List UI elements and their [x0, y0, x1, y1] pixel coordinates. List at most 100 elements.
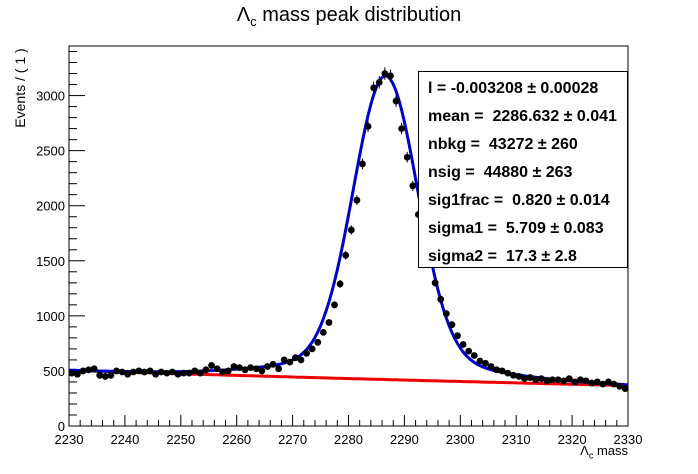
data-point [375, 78, 383, 86]
x-tick-label: 2230 [55, 432, 84, 447]
data-point [599, 380, 607, 388]
data-point [219, 368, 227, 376]
x-tick-label: 2260 [222, 432, 251, 447]
data-point [482, 359, 489, 367]
data-point [398, 125, 406, 133]
data-point [73, 370, 81, 378]
stat-nbkg: nbkg = 43272 ± 260 [428, 136, 578, 153]
data-point [152, 370, 160, 378]
data-point [593, 378, 601, 386]
x-tick-label: 2240 [110, 432, 139, 447]
y-tick-label: 0 [58, 419, 65, 434]
data-point [347, 226, 355, 234]
data-point [521, 375, 528, 383]
data-point [577, 376, 584, 384]
y-tick-label: 500 [43, 364, 65, 379]
data-points-group [68, 67, 629, 392]
y-axis-label: Events / ( 1 ) [12, 48, 28, 128]
data-point [258, 367, 266, 375]
data-point [560, 377, 568, 385]
stat-sigma1: sigma1 = 5.709 ± 0.083 [428, 220, 604, 237]
data-point [124, 370, 132, 378]
data-point [336, 280, 344, 288]
data-point [510, 371, 517, 379]
data-point [571, 378, 579, 386]
data-point [582, 377, 590, 385]
data-point [403, 153, 411, 161]
data-point [157, 368, 165, 376]
data-point [191, 367, 199, 375]
x-tick-label: 2310 [502, 432, 531, 447]
data-point [90, 365, 98, 373]
data-point [359, 160, 366, 168]
data-point [96, 371, 104, 379]
data-point [532, 376, 540, 384]
data-point [208, 362, 215, 369]
data-point [308, 345, 316, 353]
stat-nsig: nsig = 44880 ± 263 [428, 164, 573, 181]
chart-title: Λc mass peak distribution [236, 4, 462, 29]
data-point [515, 373, 523, 380]
x-tick-label: 2320 [558, 432, 587, 447]
data-point [504, 369, 512, 377]
data-point [454, 332, 461, 340]
data-point [196, 369, 204, 377]
data-point [213, 365, 221, 373]
data-point [224, 367, 232, 375]
data-point [297, 356, 305, 364]
data-point [314, 338, 322, 346]
data-point [498, 367, 506, 375]
data-point [543, 377, 551, 385]
data-point [610, 380, 618, 388]
x-tick-label: 2300 [446, 432, 475, 447]
data-point [493, 366, 501, 374]
data-point [442, 310, 450, 318]
data-point [236, 364, 243, 372]
data-point [280, 356, 288, 364]
data-point [409, 182, 417, 190]
data-point [487, 363, 495, 370]
data-point [342, 251, 350, 259]
data-point [465, 347, 473, 355]
data-point [325, 319, 333, 326]
data-point [537, 375, 545, 383]
data-point [621, 385, 629, 392]
data-point [459, 341, 467, 348]
x-tick-label: 2330 [614, 432, 643, 447]
data-point [588, 379, 596, 387]
data-point [202, 366, 210, 374]
data-point [303, 349, 310, 357]
data-point [146, 367, 154, 375]
data-point [392, 97, 400, 105]
data-point [476, 357, 484, 365]
data-point [264, 363, 271, 370]
stat-sigma2: sigma2 = 17.3 ± 2.8 [428, 248, 577, 265]
y-tick-label: 1500 [36, 254, 65, 269]
stat-sig1frac: sig1frac = 0.820 ± 0.014 [428, 192, 610, 209]
data-point [275, 365, 283, 373]
data-point [554, 376, 562, 384]
data-point [101, 373, 109, 380]
y-tick-label: 2500 [36, 144, 65, 159]
x-tick-label: 2280 [334, 432, 363, 447]
data-point [437, 295, 445, 303]
y-tick-label: 2000 [36, 199, 65, 214]
x-tick-label: 2270 [278, 432, 307, 447]
data-point [163, 369, 171, 377]
data-point [135, 367, 143, 375]
data-point [247, 364, 255, 372]
data-point [107, 371, 115, 379]
y-tick-label: 1000 [36, 309, 65, 324]
data-point [141, 368, 148, 376]
data-point [319, 328, 327, 336]
data-point [364, 123, 372, 130]
data-point [180, 369, 187, 377]
stat-l: l = -0.003208 ± 0.00028 [428, 80, 599, 97]
data-point [118, 368, 126, 376]
data-point [565, 375, 573, 383]
x-axis-label: Λc mass [580, 443, 628, 461]
data-point [370, 84, 378, 92]
data-point [526, 374, 534, 381]
axis-ticks: 2230 2240 2250 2260 2270 2280 2290 2300 2310 2320… [36, 51, 643, 447]
